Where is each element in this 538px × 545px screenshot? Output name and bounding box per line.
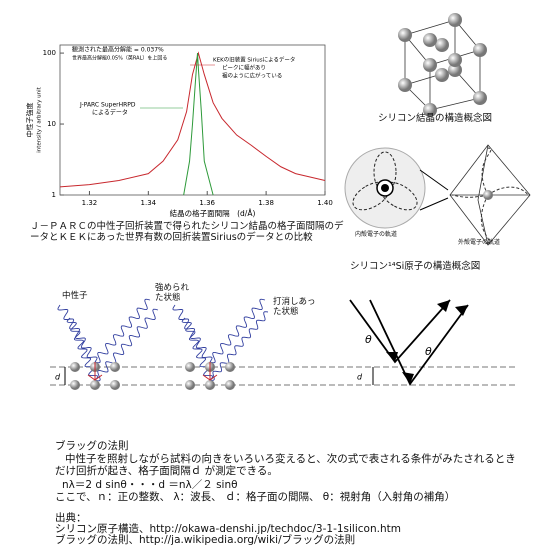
nucleus <box>381 184 389 192</box>
y-tick-label: 10 <box>47 120 56 128</box>
heading: ブラッグの法則 <box>55 440 129 452</box>
atom-diagram <box>344 144 531 246</box>
wave <box>172 304 213 363</box>
formula: nλ＝2 d sinθ・・・d ＝nλ／２ sinθ <box>62 479 238 491</box>
theta-label: θ <box>425 345 432 358</box>
source: シリコン原子構造、http://okawa-denshi.jp/techdoc/… <box>55 523 401 535</box>
annotation: ピークに幅があり <box>222 64 266 72</box>
tetra-orbitals <box>451 147 529 244</box>
atom-sphere <box>473 43 487 57</box>
y-tick-label: 100 <box>43 49 56 57</box>
source: ブラッグの法則、http://ja.wikipedia.org/wiki/ブラッ… <box>55 534 356 545</box>
lattice-atom <box>70 362 80 372</box>
x-tick-label: 1.38 <box>258 199 274 207</box>
orbital <box>380 181 418 211</box>
atom-sphere <box>435 68 449 82</box>
lattice-atom <box>225 362 235 372</box>
lattice-atom <box>110 362 120 372</box>
wave <box>209 298 266 364</box>
x-tick-label: 1.32 <box>82 199 98 207</box>
annotation: 観測された最高分解能 = 0.037% <box>72 46 164 54</box>
where: ここで、ｎ：正の整数、 λ：波長、 ｄ：格子面の間隔、 θ：視射角（入射角の補角… <box>55 491 456 503</box>
caption: Ｊ－ＰＡＲＣの中性子回折装置で得られたシリコン結晶の格子面間隔のデータとＫＥＫに… <box>30 221 344 243</box>
crystal-caption: シリコン結晶の構造概念図 <box>378 113 493 124</box>
crystal-edge <box>429 97 481 111</box>
atom-sphere <box>435 38 449 52</box>
wave <box>94 308 159 382</box>
x-tick-label: 1.34 <box>141 199 157 207</box>
arrowhead <box>386 300 468 384</box>
atom-sphere <box>423 58 437 72</box>
bragg-diagram: θ θ d d <box>50 298 515 390</box>
wave <box>94 298 151 364</box>
annotation: 世界最高分解能0.05%（英RAL）を上回る <box>72 55 167 62</box>
lattice-atom <box>185 380 195 390</box>
d-label: d <box>357 373 363 382</box>
outer-label: 外殻電子の軌道 <box>458 239 501 246</box>
data-line <box>183 53 214 196</box>
y-axis-label: intensity / arbitrary unit <box>37 86 43 152</box>
destructive-label: 打消しあった状態 <box>273 297 316 317</box>
lattice-atom <box>70 380 80 390</box>
constructive-label: 強められた状態 <box>155 283 190 303</box>
atom-sphere <box>423 103 437 117</box>
atom-sphere <box>473 91 487 105</box>
annotation: J-PARC SuperHRPD <box>79 102 136 109</box>
crystal-diagram <box>398 13 487 117</box>
atom-sphere <box>398 28 412 42</box>
neutron-label: 中性子 <box>62 291 88 301</box>
lattice-atom <box>225 380 235 390</box>
theta-label: θ <box>365 333 372 346</box>
crystal-edge <box>404 19 456 36</box>
source-heading: 出典： <box>55 512 87 524</box>
inner-label: 内殻電子の軌道 <box>355 231 398 238</box>
wave <box>209 311 269 381</box>
wave <box>57 304 98 363</box>
atom-sphere <box>448 63 462 77</box>
lattice-atom <box>90 380 100 390</box>
atom-sphere <box>448 53 462 67</box>
x-tick-label: 1.36 <box>199 199 215 207</box>
lattice-atom <box>185 362 195 372</box>
atom-sphere <box>448 13 462 27</box>
data-line <box>59 51 326 188</box>
path-diff <box>87 362 218 381</box>
y-tick-label: 1 <box>52 191 56 199</box>
center-atom <box>483 190 493 200</box>
y-axis-label: 中性子強度 <box>25 103 34 138</box>
x-axis-label: 結晶の格子面間隔 (d/Å) <box>170 208 256 218</box>
lattice-atom <box>110 380 120 390</box>
atom-sphere <box>423 33 437 47</box>
x-tick-label: 1.40 <box>317 199 333 207</box>
annotation: KEKの旧装置 Siriusによるデータ <box>213 56 295 64</box>
orbital <box>373 151 397 193</box>
plot-frame <box>59 44 326 196</box>
atom-caption: シリコン¹⁴Si原子の構造概念図 <box>350 261 481 272</box>
annotation: 裾のように広がっている <box>222 72 282 80</box>
d-label: d <box>55 373 61 382</box>
body: 中性子を照射しながら試料の向きをいろいろ変えると、次の式で表される条件がみたされ… <box>55 453 516 478</box>
lattice-atom <box>205 380 215 390</box>
atom-sphere <box>398 78 412 92</box>
annotation: によるデータ <box>92 109 128 117</box>
arrow <box>419 169 449 211</box>
